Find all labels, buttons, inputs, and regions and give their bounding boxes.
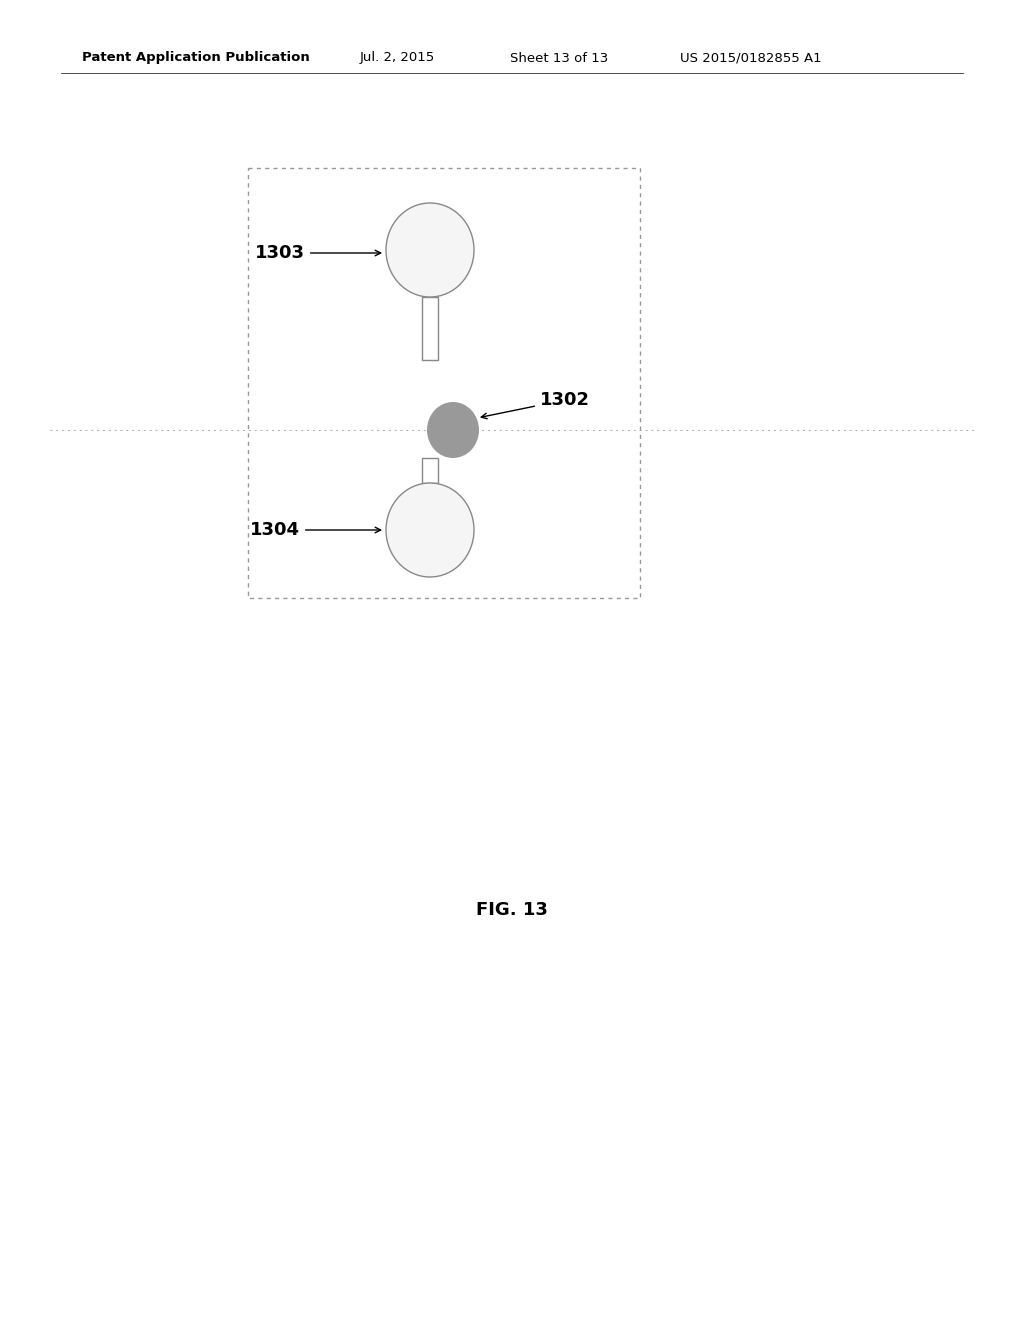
Bar — [422, 297, 438, 360]
Text: Jul. 2, 2015: Jul. 2, 2015 — [360, 51, 435, 65]
Ellipse shape — [386, 483, 474, 577]
Text: Patent Application Publication: Patent Application Publication — [82, 51, 309, 65]
Text: 1303: 1303 — [255, 244, 381, 261]
Text: FIG. 13: FIG. 13 — [476, 902, 548, 919]
Ellipse shape — [427, 403, 479, 458]
Text: 1303: 1303 — [0, 0, 35, 3]
Bar — [422, 458, 438, 483]
Text: 1302: 1302 — [481, 391, 590, 418]
Text: 1304: 1304 — [250, 521, 381, 539]
Bar — [248, 168, 640, 598]
Text: Sheet 13 of 13: Sheet 13 of 13 — [510, 51, 608, 65]
Text: US 2015/0182855 A1: US 2015/0182855 A1 — [680, 51, 821, 65]
Ellipse shape — [386, 203, 474, 297]
